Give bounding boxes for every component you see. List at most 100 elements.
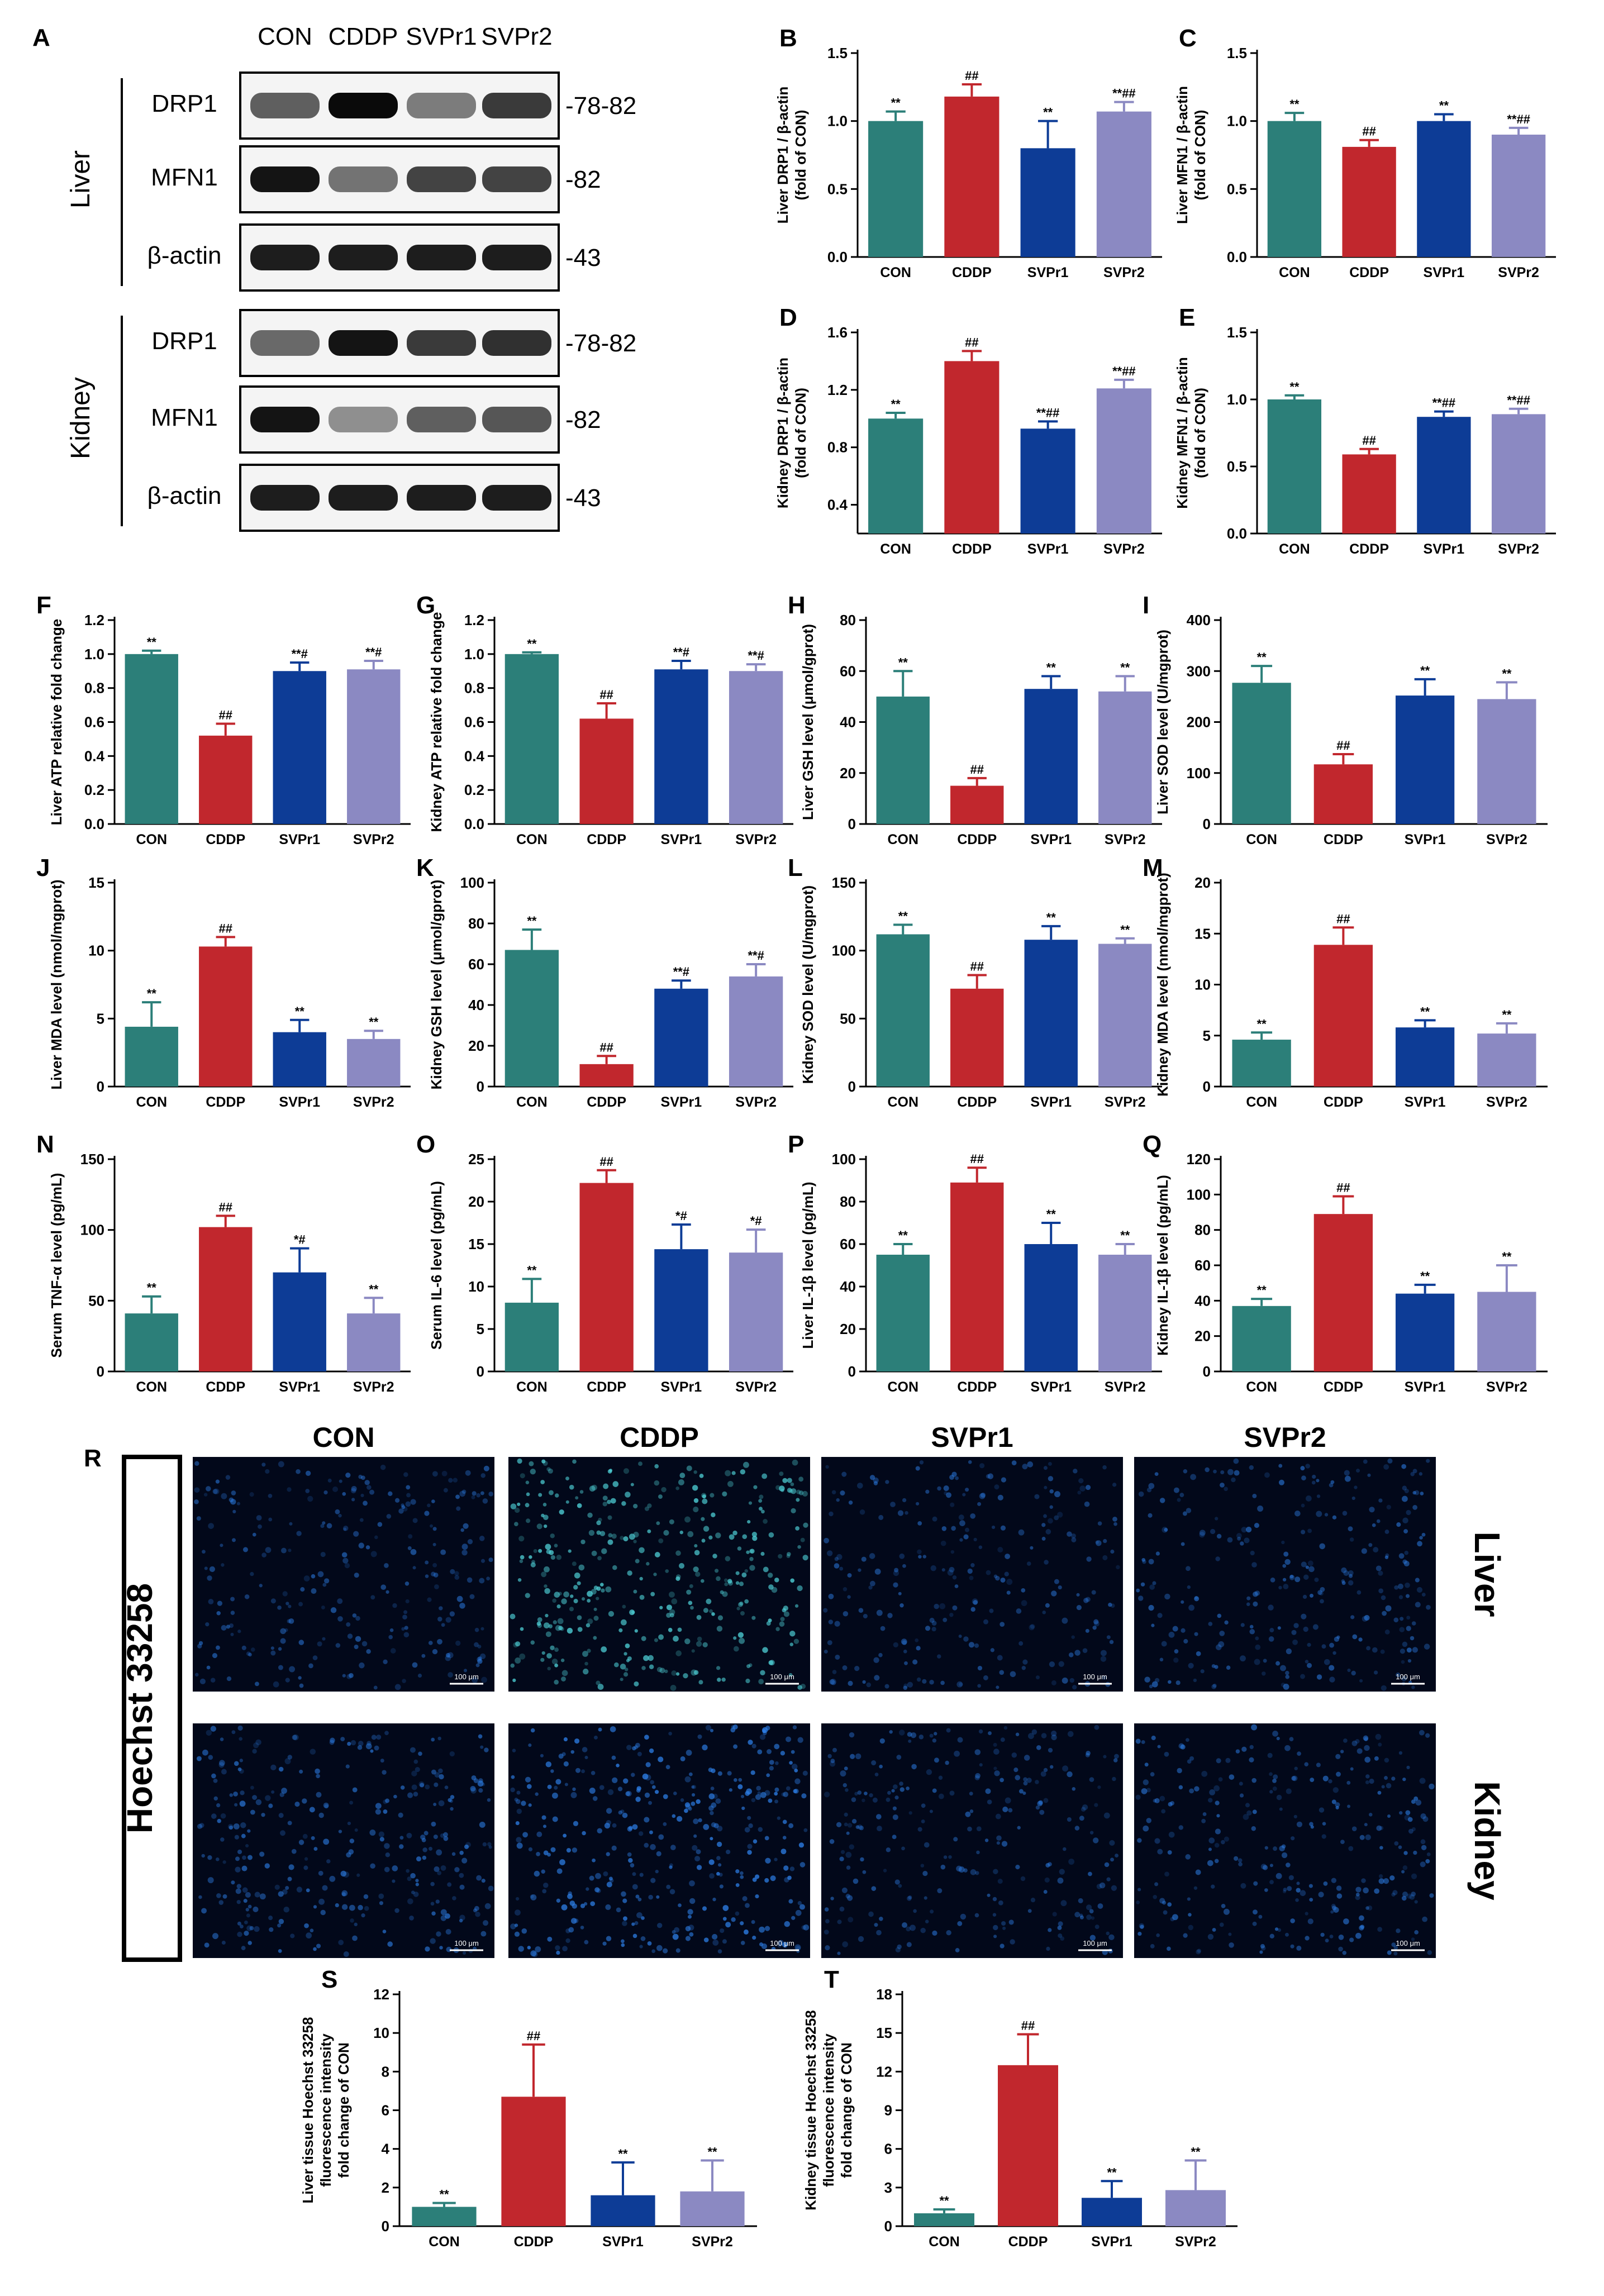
nucleus [1419, 1472, 1423, 1476]
nucleus [261, 1463, 266, 1467]
y-tick-label: 40 [468, 997, 484, 1013]
y-tick-label: 18 [876, 1986, 892, 2003]
nucleus [560, 1658, 565, 1663]
nucleus [623, 1916, 627, 1921]
y-tick-label: 80 [468, 915, 484, 932]
nucleus [216, 1803, 221, 1808]
nucleus [1377, 1927, 1383, 1932]
nucleus [903, 1649, 907, 1654]
nucleus [322, 1637, 326, 1641]
nucleus [634, 1629, 638, 1633]
nucleus [949, 1612, 954, 1617]
nucleus [1001, 1477, 1007, 1483]
nucleus [543, 1883, 549, 1888]
bar-svpr1 [1020, 428, 1075, 533]
nucleus [1384, 1530, 1389, 1534]
nucleus [1384, 1629, 1390, 1635]
nucleus [1010, 1939, 1015, 1945]
bar-svpr2 [347, 669, 401, 824]
nucleus [716, 1856, 721, 1860]
significance-label: ## [219, 1200, 232, 1214]
nucleus [510, 1503, 517, 1509]
y-tick-label: 20 [468, 1193, 484, 1210]
nucleus [424, 1511, 430, 1516]
nucleus [629, 1533, 635, 1540]
nucleus [318, 1870, 323, 1876]
nucleus [1401, 1660, 1405, 1664]
nucleus [298, 1676, 302, 1680]
nucleus [1215, 1800, 1220, 1806]
nucleus [866, 1682, 872, 1688]
nucleus [1336, 1771, 1341, 1777]
nucleus [1307, 1663, 1312, 1668]
nucleus [1106, 1635, 1111, 1640]
nucleus [1094, 1725, 1100, 1730]
nucleus [392, 1865, 398, 1871]
nucleus [614, 1662, 619, 1668]
nucleus [1409, 1894, 1415, 1900]
stain-label-box [122, 1455, 182, 1962]
nucleus [663, 1822, 667, 1826]
nucleus [778, 1554, 783, 1559]
significance-label: ## [527, 2029, 540, 2043]
x-tick-label: SVPr1 [1030, 832, 1072, 847]
nucleus [221, 1493, 227, 1499]
nucleus [1137, 1595, 1144, 1601]
nucleus [688, 1914, 692, 1919]
nucleus [643, 1655, 649, 1661]
nucleus [1159, 1498, 1165, 1503]
nucleus [247, 1941, 252, 1945]
y-axis-label: Liver GSH level (μmol/gprot) [799, 624, 816, 820]
nucleus [697, 1636, 702, 1642]
nucleus [605, 1586, 612, 1593]
nucleus [1044, 1560, 1049, 1565]
x-tick-label: SVPr2 [1105, 1094, 1146, 1110]
nucleus [970, 1513, 976, 1519]
row-label: Liver [1467, 1532, 1507, 1617]
nucleus [1378, 1498, 1383, 1503]
nucleus [840, 1770, 846, 1777]
scale-bar-label: 100 μm [1083, 1673, 1107, 1681]
nucleus [558, 1592, 562, 1595]
nucleus [740, 1921, 744, 1926]
nucleus [625, 1791, 630, 1797]
nucleus [910, 1732, 917, 1738]
nucleus [1419, 1536, 1423, 1540]
nucleus [893, 1582, 898, 1588]
y-tick-label: 0.8 [464, 680, 484, 697]
x-tick-label: CON [136, 1379, 167, 1395]
nucleus [786, 1554, 791, 1558]
nucleus [536, 1523, 542, 1530]
nucleus [361, 1913, 365, 1918]
nucleus [635, 1797, 641, 1802]
nucleus [1246, 1810, 1252, 1816]
nucleus [1283, 1551, 1289, 1557]
nucleus [383, 1809, 388, 1814]
nucleus [769, 1660, 775, 1666]
nucleus [744, 1569, 748, 1573]
y-axis-label: fluorescence intensity [820, 2033, 837, 2187]
nucleus [207, 1877, 214, 1884]
nucleus [846, 1895, 853, 1901]
nucleus [1188, 1925, 1194, 1931]
nucleus [1096, 1540, 1102, 1546]
molecular-weight-label: -43 [565, 244, 601, 271]
nucleus [929, 1679, 934, 1685]
nucleus [482, 1842, 487, 1847]
nucleus [447, 1882, 452, 1887]
nucleus [1103, 1538, 1107, 1544]
nucleus [288, 1618, 294, 1624]
nucleus [241, 1833, 246, 1838]
panel-letter: H [788, 592, 806, 619]
nucleus [931, 1627, 936, 1632]
significance-label: ** [1420, 664, 1430, 678]
nucleus [868, 1911, 874, 1917]
nucleus [1229, 1774, 1235, 1780]
nucleus [800, 1537, 805, 1542]
nucleus [371, 1735, 377, 1740]
nucleus [630, 1483, 634, 1487]
nucleus [782, 1942, 788, 1948]
bar-svpr1 [1024, 689, 1078, 824]
nucleus [365, 1545, 370, 1550]
nucleus [239, 1737, 242, 1741]
